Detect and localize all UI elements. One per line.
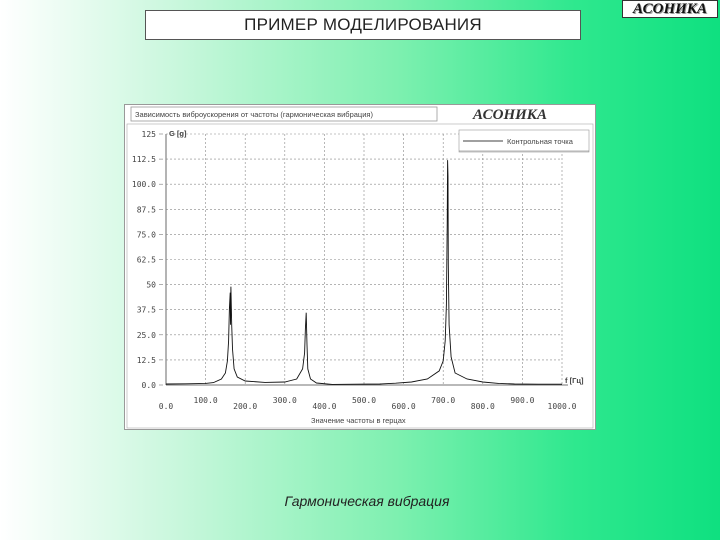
y-tick-label: 87.5 — [137, 205, 156, 214]
slide-caption-text: Гармоническая вибрация — [284, 493, 450, 509]
plot-frame — [126, 123, 594, 429]
slide-title-text: ПРИМЕР МОДЕЛИРОВАНИЯ — [244, 15, 482, 34]
x-tick-label: 700.0 — [431, 396, 455, 405]
series-line — [165, 160, 562, 385]
y-tick-label: 75.0 — [137, 230, 156, 239]
y-tick-label: 50 — [146, 281, 156, 290]
y-tick-label: 125 — [142, 130, 157, 139]
y-tick-label: 0.0 — [142, 381, 157, 390]
y-tick-label: 112.5 — [132, 155, 156, 164]
slide-title: ПРИМЕР МОДЕЛИРОВАНИЯ — [145, 10, 581, 40]
brand-logo-text: АСОНИКА — [633, 1, 707, 17]
x-tick-label: 900.0 — [510, 396, 534, 405]
chart-title-box — [130, 106, 438, 122]
x-tick-label: 500.0 — [352, 396, 376, 405]
y-tick-labels: 0.0 12.5 25.0 37.5 50 62.5 75.0 87.5 100.0 112.5 1… — [132, 130, 163, 390]
y-tick-label: 100.0 — [132, 180, 156, 189]
legend-box — [458, 129, 590, 153]
y-tick-label: 25.0 — [137, 331, 156, 340]
x-tick-label: 0.0 — [159, 402, 174, 411]
x-tick-label: 1000.0 — [548, 402, 577, 411]
frequency-response-chart: Зависимость виброускорения от частоты (г… — [126, 106, 594, 429]
x-tick-label: 400.0 — [312, 402, 336, 411]
chart-panel: Зависимость виброускорения от частоты (г… — [124, 104, 596, 430]
x-tick-labels: 0.0 100.0 200.0 300.0 400.0 500.0 600.0 700.0 80… — [159, 396, 577, 411]
x-axis-label: Значение частоты в герцах — [311, 416, 406, 425]
y-tick-label: 37.5 — [137, 306, 156, 315]
x-tick-label: 600.0 — [392, 402, 416, 411]
x-tick-label: 200.0 — [233, 402, 257, 411]
x-tick-label: 300.0 — [273, 396, 297, 405]
x-tick-label: 800.0 — [471, 402, 495, 411]
x-tick-label: 100.0 — [194, 396, 218, 405]
grid-lines — [165, 133, 568, 386]
legend: Контрольная точка — [458, 129, 590, 153]
chart-brand-logo: АСОНИКА — [472, 107, 547, 123]
brand-logo: АСОНИКА — [622, 0, 718, 18]
x-axis-unit-label: f [Гц] — [565, 376, 584, 385]
chart-title: Зависимость виброускорения от частоты (г… — [135, 110, 373, 119]
y-tick-label: 12.5 — [137, 356, 156, 365]
y-axis-label: G [g] — [169, 129, 187, 138]
slide-caption: Гармоническая вибрация — [0, 493, 720, 509]
y-tick-label: 62.5 — [137, 256, 156, 265]
legend-entry: Контрольная точка — [507, 137, 574, 146]
